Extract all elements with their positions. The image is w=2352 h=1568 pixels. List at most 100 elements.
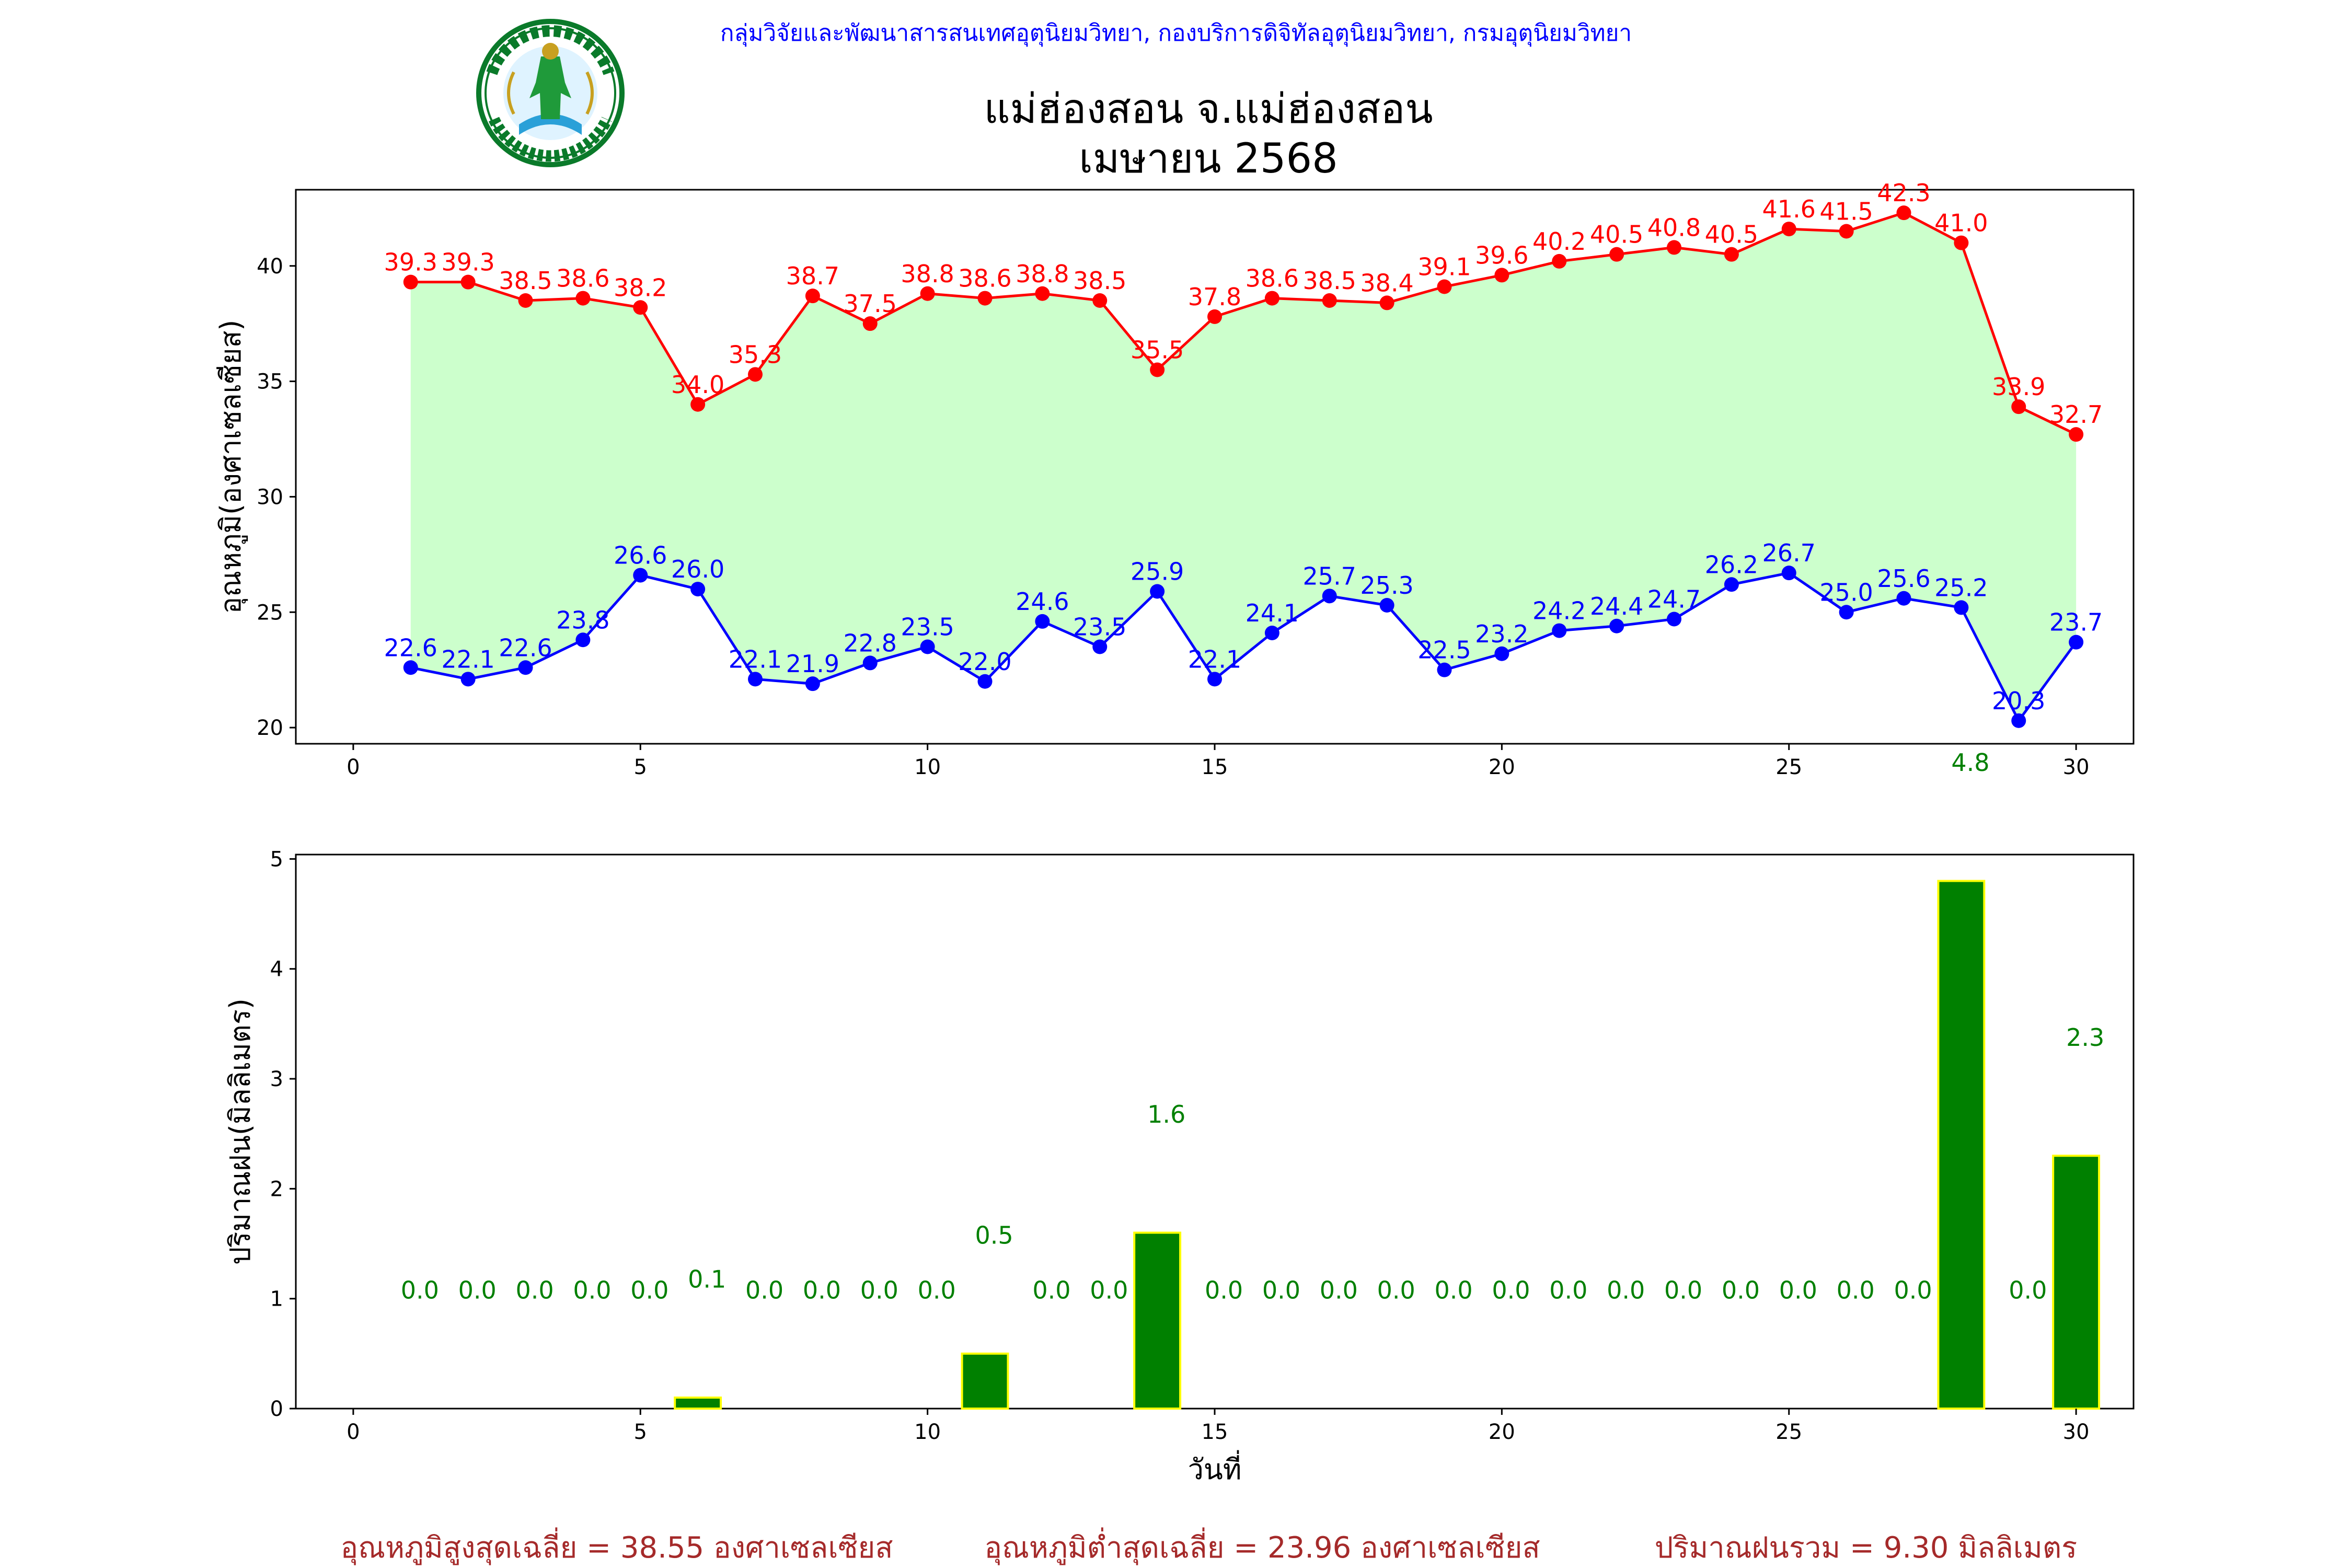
min-temp-label: 23.5 xyxy=(1073,613,1126,641)
min-temp-label: 20.3 xyxy=(1992,687,2045,715)
max-temp-label: 40.8 xyxy=(1647,213,1701,241)
x-tick-label: 10 xyxy=(914,755,941,779)
max-temp-label: 42.3 xyxy=(1877,179,1930,207)
min-temp-label: 22.1 xyxy=(729,645,782,673)
max-temp-label: 39.3 xyxy=(441,248,494,276)
temperature-plot: 39.3 39.338.5 38.6 38.234.035.338.737.538.8… xyxy=(214,179,2135,779)
max-temp-label: 35.5 xyxy=(1131,336,1184,364)
rain-label: 0.0 xyxy=(1262,1276,1300,1305)
max-temp-label: 37.5 xyxy=(844,290,897,318)
rain-label: 0.0 xyxy=(1377,1276,1415,1305)
y-tick-label: 35 xyxy=(257,370,283,394)
x-tick-label: 0 xyxy=(347,755,360,779)
min-temp-label: 22.0 xyxy=(958,648,1011,676)
rainfall-plot-frame xyxy=(295,854,2135,1410)
rain-bar xyxy=(1133,1231,1182,1410)
rain-label: 0.0 xyxy=(1779,1276,1817,1305)
max-temp-label: 34.0 xyxy=(671,371,724,399)
max-temp-label: 39.6 xyxy=(1475,241,1528,269)
max-temp-point xyxy=(1839,224,1854,239)
min-temp-point xyxy=(1494,646,1509,661)
max-temp-point xyxy=(1379,295,1394,310)
max-temp-label: 37.8 xyxy=(1188,283,1241,311)
rain-bar xyxy=(2052,1155,2101,1410)
min-temp-point xyxy=(1724,577,1739,592)
rain-label: 0.0 xyxy=(1492,1276,1530,1305)
min-temp-point xyxy=(1954,600,1969,615)
min-temp-point xyxy=(1264,626,1279,640)
max-temp-point xyxy=(1437,279,1452,294)
min-temp-point xyxy=(1035,614,1050,629)
temperature-range-fill xyxy=(410,213,2077,721)
max-temp-point xyxy=(1552,253,1567,269)
rain-label: 0.0 xyxy=(1664,1276,1702,1305)
max-temp-point xyxy=(862,316,878,331)
x-tick-label: 30 xyxy=(2063,755,2090,779)
rain-label: 0.0 xyxy=(1549,1276,1587,1305)
max-temp-label: 35.3 xyxy=(729,340,782,368)
rain-label: 0.0 xyxy=(458,1276,497,1305)
x-tick-label: 25 xyxy=(1775,1420,1802,1444)
min-temp-point xyxy=(805,676,820,691)
max-temp-point xyxy=(2069,427,2084,442)
max-temp-point xyxy=(748,367,763,382)
min-temp-point xyxy=(2069,635,2084,650)
rainfall-x-ticks: 0 5 10 15 20 25 30 xyxy=(347,1409,2090,1444)
min-temp-label: 25.0 xyxy=(1819,578,1873,606)
x-tick-label: 10 xyxy=(914,1420,941,1444)
temperature-y-ticks: 20 25 30 35 40 xyxy=(257,255,296,740)
x-tick-label: 5 xyxy=(634,755,647,779)
max-temp-label: 38.5 xyxy=(1303,267,1356,295)
rain-label: 0.0 xyxy=(516,1276,554,1305)
max-temp-label: 40.5 xyxy=(1590,221,1643,249)
min-temp-point xyxy=(1150,584,1165,599)
max-temp-label: 38.5 xyxy=(1073,267,1126,295)
rain-label: 2.3 xyxy=(2066,1023,2104,1052)
max-temp-point xyxy=(575,291,591,306)
min-temp-label: 25.9 xyxy=(1131,558,1184,586)
y-tick-label: 40 xyxy=(257,255,283,279)
max-temp-point xyxy=(1494,268,1509,283)
rainfall-y-axis-label: ปริมาณฝน(มิลลิเมตร) xyxy=(224,998,257,1265)
min-temp-point xyxy=(575,632,591,648)
rain-label: 0.0 xyxy=(745,1276,783,1305)
max-temp-point xyxy=(2011,399,2026,414)
max-temp-point xyxy=(690,397,706,412)
max-temp-point xyxy=(460,274,476,290)
min-temp-label: 25.2 xyxy=(1934,573,1988,602)
max-temp-point xyxy=(1896,205,1911,221)
min-temp-point xyxy=(1667,612,1681,627)
chart-title-line2: เมษายน 2568 xyxy=(1079,135,1338,182)
max-temp-label: 40.5 xyxy=(1705,221,1758,249)
max-temp-point xyxy=(1954,235,1969,250)
rain-label: 1.6 xyxy=(1147,1100,1185,1128)
min-temp-point xyxy=(748,672,763,687)
x-tick-label: 0 xyxy=(347,1420,360,1444)
rain-label: 0.0 xyxy=(803,1276,841,1305)
min-temperature-labels: 22.6 22.1 22.623.826.6 26.022.1 21.922.823.5… xyxy=(384,539,2103,715)
min-temp-point xyxy=(1552,623,1567,638)
min-temp-point xyxy=(460,672,476,687)
rain-label: 0.5 xyxy=(975,1221,1013,1250)
rain-label: 0.0 xyxy=(1435,1276,1473,1305)
rain-label: 0.0 xyxy=(918,1276,956,1305)
max-temp-point xyxy=(1724,247,1739,262)
max-temp-label: 38.6 xyxy=(1246,264,1299,293)
temperature-y-axis-label: อุณหภูมิ(องศาเซลเซียส) xyxy=(214,320,248,614)
max-temp-point xyxy=(805,289,820,304)
max-temp-label: 38.8 xyxy=(1016,260,1069,288)
max-temp-label: 38.2 xyxy=(614,273,667,302)
y-tick-label: 2 xyxy=(270,1177,283,1201)
max-temp-label: 39.3 xyxy=(384,248,437,276)
rainfall-y-ticks: 0 1 2 3 4 5 xyxy=(270,847,296,1421)
min-temp-point xyxy=(1896,591,1911,606)
min-temp-label: 23.8 xyxy=(556,606,609,634)
max-temperature-labels: 39.3 39.338.5 38.6 38.234.035.338.737.538.8… xyxy=(384,179,2103,429)
rainfall-labels: 0.0 0.0 0.0 0.0 0.0 0.1 0.0 0.0 0.0 0.0 0.5 0.0 0.0 1… xyxy=(401,748,2105,1305)
min-temp-label: 25.6 xyxy=(1877,564,1930,593)
rain-label: 0.0 xyxy=(1894,1276,1932,1305)
max-temp-label: 40.2 xyxy=(1532,227,1586,256)
min-temp-point xyxy=(1092,639,1108,654)
min-temp-point xyxy=(862,655,878,671)
rain-label: 0.0 xyxy=(1722,1276,1760,1305)
